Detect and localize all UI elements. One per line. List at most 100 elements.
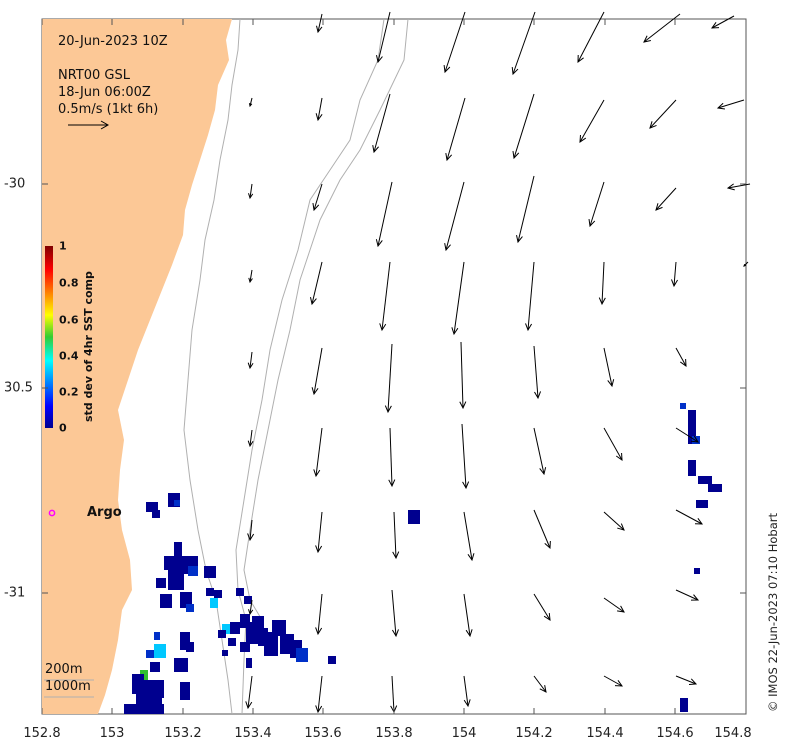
current-arrow — [372, 93, 391, 154]
sst-cell — [694, 568, 700, 574]
sst-cell — [146, 650, 154, 658]
sst-cell — [206, 588, 214, 596]
x-tick-label: 153.8 — [375, 726, 413, 741]
sst-cell — [186, 642, 194, 652]
argo-label: Argo — [87, 505, 122, 520]
current-arrow — [533, 427, 547, 476]
current-arrow — [248, 269, 253, 284]
sst-cell — [132, 674, 144, 694]
sst-cell — [264, 632, 278, 656]
current-arrow — [248, 183, 254, 200]
sst-cell — [152, 510, 160, 518]
colorbar-tick: 0 — [59, 421, 67, 435]
sst-cell — [696, 500, 708, 508]
current-arrow — [675, 589, 700, 601]
product-name: NRT00 GSL — [58, 68, 130, 83]
sst-cell — [146, 502, 158, 512]
current-arrow — [247, 351, 254, 370]
current-arrow — [312, 183, 323, 212]
x-tick-label: 154.2 — [515, 726, 553, 741]
sst-cell — [214, 590, 222, 598]
scale-label: 0.5m/s (1kt 6h) — [58, 102, 159, 117]
current-vectors — [245, 11, 751, 714]
colorbar-title: std dev of 4hr SST comp — [82, 271, 95, 422]
current-arrow — [315, 511, 323, 554]
current-arrow — [511, 11, 536, 76]
sst-cell — [296, 648, 308, 662]
current-arrow — [461, 423, 470, 490]
depth-legend-1000m: 1000m — [45, 679, 91, 694]
sst-cell — [188, 566, 198, 576]
x-tick-label: 153.6 — [304, 726, 342, 741]
sst-cell — [246, 658, 252, 668]
sst-cell — [218, 630, 226, 638]
land-mass — [42, 19, 232, 714]
sst-cell — [230, 622, 240, 634]
x-tick-label: 154.4 — [586, 726, 624, 741]
current-arrow — [533, 593, 551, 621]
current-arrow — [463, 511, 475, 562]
axis-tick-marks — [41, 19, 747, 714]
current-arrow — [710, 15, 735, 29]
current-arrow — [512, 93, 535, 160]
current-arrow — [743, 261, 749, 267]
x-tick-label: 154.6 — [656, 726, 694, 741]
sst-cell — [228, 638, 236, 646]
argo-marker — [48, 509, 56, 517]
current-arrow — [675, 427, 699, 443]
current-arrow — [445, 97, 466, 162]
x-tick-label: 154 — [451, 726, 477, 741]
credit-text: © IMOS 22-Jun-2023 07:10 Hobart — [766, 512, 780, 712]
sst-cell — [156, 578, 166, 588]
current-arrow — [315, 675, 323, 714]
sst-cell — [240, 642, 250, 652]
x-tick-label: 154.8 — [714, 726, 752, 741]
depth-legend-200m: 200m — [45, 662, 83, 677]
current-arrow — [248, 97, 253, 108]
sst-cell — [328, 656, 336, 664]
current-arrow — [443, 11, 466, 74]
sst-cell — [142, 680, 164, 698]
y-tick-label: 30.5 — [4, 380, 33, 396]
x-tick-label: 152.8 — [23, 726, 61, 741]
y-tick-label: -31 — [4, 585, 26, 601]
contour-1000m-b — [243, 18, 409, 621]
current-arrow — [245, 675, 253, 710]
sst-cell — [244, 596, 252, 604]
current-arrow — [247, 519, 255, 542]
sst-std-dev-cells — [124, 403, 722, 714]
current-arrow — [649, 99, 677, 129]
current-arrow — [588, 181, 605, 228]
sst-cell — [236, 588, 244, 596]
current-arrow — [603, 347, 615, 388]
sst-cell — [222, 624, 232, 634]
sst-cell — [240, 614, 250, 628]
current-arrow — [376, 11, 391, 64]
current-arrow — [463, 675, 471, 708]
current-arrow — [603, 675, 624, 687]
current-arrow — [315, 593, 323, 636]
sst-cell — [210, 598, 218, 608]
current-arrow — [315, 97, 323, 122]
sst-cell — [692, 436, 700, 444]
sst-cell — [680, 698, 688, 712]
current-arrow — [603, 511, 625, 531]
product-time: 18-Jun 06:00Z — [58, 85, 151, 100]
current-arrow — [375, 181, 393, 248]
sst-cell — [154, 632, 160, 640]
colorbar-tick: 1 — [59, 239, 67, 253]
sst-cell — [160, 594, 172, 608]
current-arrow — [516, 175, 535, 244]
current-arrow — [248, 599, 254, 616]
current-arrow — [726, 183, 751, 191]
sst-cell — [252, 616, 264, 628]
current-arrow — [463, 593, 473, 638]
current-arrow — [444, 181, 465, 252]
current-arrow — [675, 347, 687, 368]
current-arrow — [603, 597, 625, 613]
sst-cell — [136, 694, 162, 704]
current-arrow — [675, 675, 698, 685]
colorbar — [45, 246, 53, 428]
sst-cell — [688, 410, 696, 444]
